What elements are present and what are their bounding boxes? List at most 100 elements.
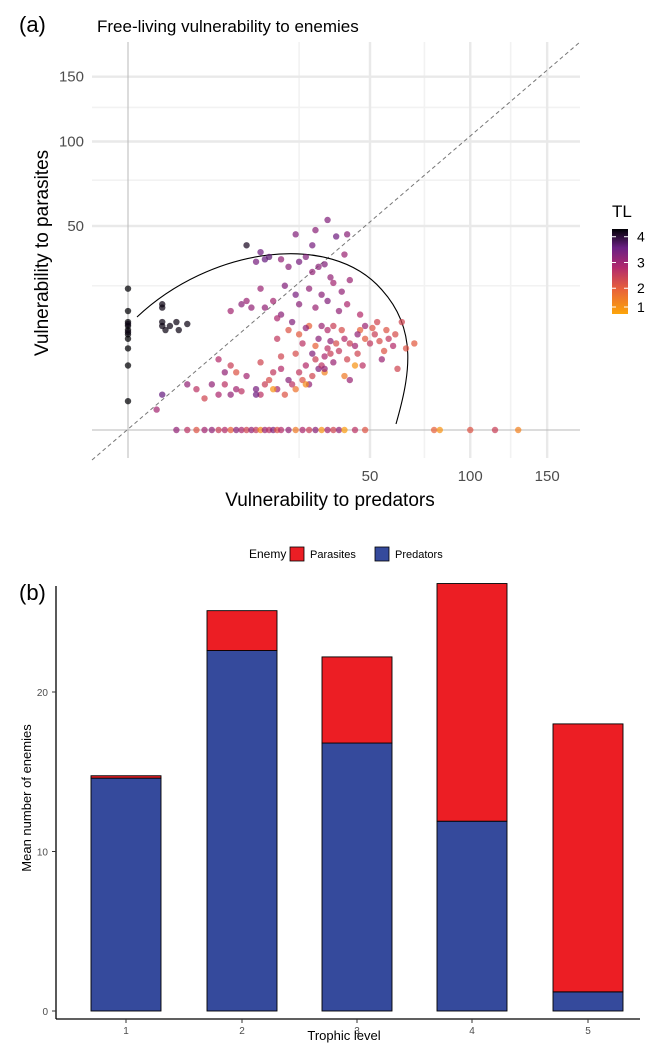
bar-marks: [90, 583, 624, 1012]
scatter-point: [305, 285, 313, 292]
scatter-point: [491, 426, 499, 434]
scatter-point: [277, 353, 285, 360]
scatter-point: [201, 426, 208, 434]
scatter-point: [270, 386, 277, 393]
scatter-point: [346, 340, 353, 347]
scatter-point: [257, 248, 264, 256]
scatter-point: [318, 291, 325, 298]
scatter-point: [356, 311, 364, 318]
scatter-point: [243, 242, 250, 249]
scatter-point: [330, 359, 337, 366]
bar-axes: [55, 586, 640, 1020]
scatter-point: [312, 226, 319, 234]
identity-reference-line: [91, 41, 581, 461]
scatter-point: [201, 395, 208, 402]
scatter-point: [285, 263, 292, 270]
scatter-point: [208, 426, 216, 434]
scatter-x-tick-labels: 50 100 150: [362, 468, 560, 485]
scatter-point: [227, 426, 234, 434]
bar-y-tick-labels: 0 10 20: [37, 688, 56, 1018]
scatter-point: [221, 381, 228, 388]
scatter-point: [233, 386, 240, 393]
scatter-point: [243, 372, 250, 380]
scatter-point: [341, 426, 348, 434]
scatter-point: [159, 304, 166, 311]
scatter-point: [351, 426, 359, 434]
x-tick-label: 3: [354, 1026, 360, 1037]
bar-parasites-tl4: [436, 583, 508, 822]
scatter-point: [299, 426, 306, 434]
scatter-point: [233, 426, 240, 434]
scatter-point: [265, 376, 273, 384]
scatter-point: [383, 326, 390, 334]
scatter-point: [257, 359, 264, 366]
tl-tick-label: 3: [637, 254, 645, 270]
bar-legend-title: Enemy: [249, 547, 286, 561]
bar-parasites-tl2: [206, 610, 278, 651]
scatter-point: [295, 301, 303, 308]
x-tick-label: 4: [469, 1026, 475, 1037]
scatter-point: [159, 391, 166, 398]
scatter-point: [361, 426, 369, 434]
scatter-point: [243, 426, 250, 434]
tl-colorbar: [612, 229, 628, 314]
y-tick-label: 150: [59, 69, 84, 86]
scatter-point: [361, 335, 369, 342]
x-tick-label: 2: [239, 1026, 245, 1037]
scatter-point: [378, 356, 386, 363]
scatter-point: [252, 426, 260, 434]
scatter-point: [341, 335, 348, 342]
tl-tick-label: 1: [637, 299, 645, 315]
scatter-point: [315, 263, 322, 270]
scatter-point: [467, 426, 474, 434]
scatter-point: [373, 318, 381, 326]
scatter-point: [515, 426, 522, 434]
legend-label-predators: Predators: [395, 549, 443, 561]
scatter-point: [411, 340, 418, 347]
scatter-point: [346, 276, 353, 284]
bar-predators-tl1: [90, 777, 162, 1012]
scatter-point: [124, 307, 132, 315]
scatter-point: [227, 391, 234, 398]
scatter-point: [318, 426, 325, 434]
bar-predators-tl4: [436, 820, 508, 1012]
scatter-point: [248, 426, 255, 434]
bar-x-axis-label: Trophic level: [307, 1028, 380, 1043]
scatter-point: [338, 288, 345, 295]
scatter-point: [270, 369, 277, 376]
scatter-point: [288, 381, 296, 388]
scatter-point: [215, 426, 222, 434]
scatter-point: [309, 372, 316, 380]
scatter-point: [312, 304, 319, 311]
scatter-point: [288, 318, 296, 326]
scatter-point: [341, 251, 348, 258]
scatter-point: [273, 315, 281, 322]
scatter-point: [327, 337, 334, 345]
scatter-point: [292, 291, 299, 298]
scatter-point: [385, 335, 392, 342]
scatter-point: [436, 426, 443, 434]
scatter-point: [392, 331, 399, 338]
scatter-point: [366, 340, 374, 347]
scatter-point: [394, 365, 401, 372]
scatter-point: [361, 322, 369, 330]
scatter-point: [124, 320, 132, 328]
scatter-point: [312, 356, 319, 363]
scatter-point: [335, 426, 343, 434]
scatter-point: [351, 342, 359, 350]
scatter-point: [292, 350, 299, 357]
legend-swatch-parasites: [289, 546, 305, 562]
x-tick-label: 50: [362, 468, 379, 485]
scatter-point: [238, 301, 245, 308]
scatter-point: [295, 331, 303, 338]
scatter-point: [330, 426, 337, 434]
scatter-point: [343, 356, 351, 363]
scatter-point: [327, 350, 334, 357]
scatter-point: [321, 353, 328, 360]
bar-parasites-tl1: [90, 775, 162, 779]
scatter-point: [173, 318, 180, 326]
scatter-point: [309, 242, 316, 249]
scatter-point: [277, 256, 285, 263]
scatter-point: [124, 362, 132, 369]
scatter-point: [302, 381, 310, 388]
